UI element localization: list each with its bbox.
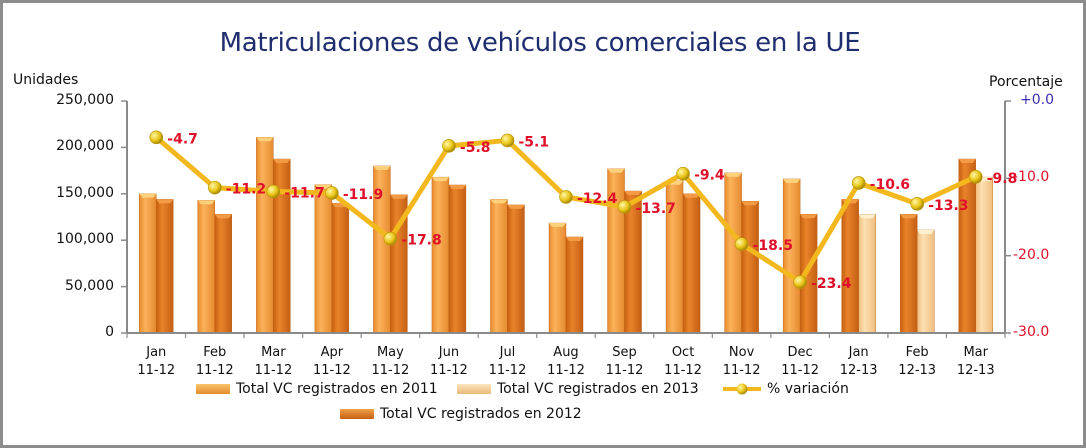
bar [917,229,935,334]
legend-item-2011: Total VC registrados en 2011 [196,381,438,397]
legend-line-marker-icon [723,383,761,395]
variation-marker [968,169,983,184]
x-tick-label: Feb 12-13 [898,345,937,378]
bar [975,176,993,334]
variation-data-label: -11.9 [343,187,383,203]
bar [431,176,450,334]
y-tick-label: 0 [105,324,114,340]
bar [490,199,508,334]
x-tick-label: Jul 11-12 [488,345,527,378]
bar [197,200,216,334]
legend-item-2013: Total VC registrados en 2013 [457,381,699,397]
legend-label-2013: Total VC registrados en 2013 [497,381,699,397]
y2-tick-label: +0.0 [1020,92,1054,108]
y2-tick-label: -10.0 [1013,169,1050,186]
variation-data-label: -9.8 [987,171,1018,187]
x-tick-label: Mar 12-13 [956,345,995,378]
variation-marker [676,166,690,181]
variation-data-label: -12.4 [577,191,618,207]
variation-data-label: -9.4 [694,168,725,184]
x-tick-label: Aug 11-12 [547,345,585,378]
variation-marker [500,133,515,148]
x-tick-label: Oct 11-12 [664,345,702,378]
legend-label-2011: Total VC registrados en 2011 [236,381,438,397]
y2-axis-title: Porcentaje [989,74,1063,90]
variation-marker [383,231,398,246]
variation-data-label: -17.8 [401,233,441,249]
legend-item-variation: % variación [723,381,849,397]
x-tick-label: May 11-12 [371,345,410,378]
x-tick-label: Apr 11-12 [312,345,351,378]
bar [565,236,584,334]
variation-data-label: -10.6 [870,177,910,193]
bar [724,172,742,334]
variation-data-label: -11.2 [226,182,266,198]
bar [214,214,233,334]
variation-marker [208,180,222,195]
variation-data-label: -18.5 [753,238,793,254]
x-tick-label: Mar 11-12 [254,345,293,378]
variation-marker [325,186,339,200]
x-tick-label: Feb 11-12 [195,345,234,378]
variation-data-label: -13.3 [928,198,968,214]
y-tick-label: 150,000 [56,184,114,201]
variation-marker [617,200,632,214]
bar [900,214,918,334]
variation-data-label: -5.8 [460,140,491,156]
variation-line-group: -4.7 -11.2 -11.7 -11.9 -17.8 -5.8 -5.1 -12.4 -13… [149,130,1018,292]
bar [782,178,801,334]
bar [256,136,274,334]
bar [507,204,525,334]
bar [548,222,567,334]
variation-data-label: -5.1 [518,134,549,150]
bar [858,214,876,334]
legend-swatch-2012 [340,409,374,419]
x-tick-label: Nov 11-12 [722,345,761,378]
y-tick-label: 200,000 [56,138,114,155]
legend-swatch-2011 [196,384,230,394]
axes-group [121,100,1011,338]
y-tick-label: 100,000 [56,231,114,248]
chart-title: Matriculaciones de vehículos comerciales… [219,28,861,58]
x-tick-label: Sep 11-12 [605,345,644,378]
variation-marker [442,139,456,153]
y-tick-label: 50,000 [65,277,114,294]
bar [741,201,759,334]
bar [682,193,701,334]
y-axis-title: Unidades [13,72,79,88]
bar [448,184,467,334]
variation-marker [910,197,925,211]
variation-data-label: -23.4 [811,276,852,292]
bar-series-group [139,136,993,334]
x-tick-label: Dec 11-12 [781,345,820,378]
bar [331,202,350,334]
bar [841,199,859,334]
variation-data-label: -11.7 [284,185,324,201]
legend-swatch-2013 [457,384,491,394]
legend-item-2012: Total VC registrados en 2012 [340,406,582,422]
bar [139,193,157,334]
x-tick-label: Jan 11-12 [137,345,176,378]
y-tick-label: 250,000 [56,92,114,108]
y2-tick-label: -30.0 [1013,324,1050,340]
variation-marker [559,190,573,204]
x-tick-label: Jun 11-12 [430,345,468,378]
variation-marker [266,184,281,199]
variation-marker [793,275,807,289]
y2-tick-label: -20.0 [1013,246,1050,263]
variation-data-label: -4.7 [167,131,198,147]
variation-marker [851,176,866,190]
variation-marker [149,130,164,145]
variation-marker [734,237,749,251]
legend-label-variation: % variación [767,381,849,397]
variation-data-label: -13.7 [636,201,676,217]
x-tick-label: Jan 12-13 [839,345,878,378]
bar [156,199,174,334]
bar [314,184,333,334]
legend-label-2012: Total VC registrados en 2012 [380,406,582,422]
